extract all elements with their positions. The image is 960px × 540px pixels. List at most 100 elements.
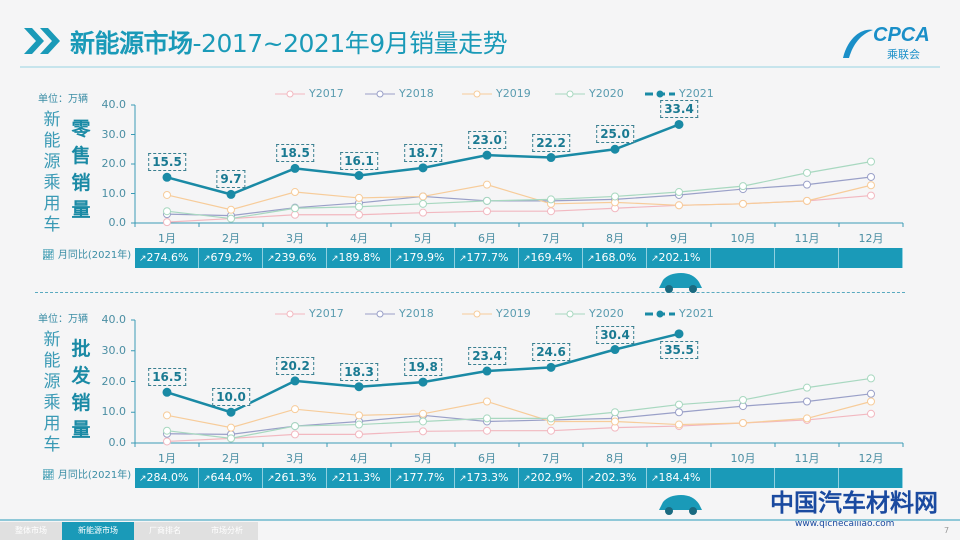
yoy-value: 189.8%	[338, 251, 381, 264]
trend-up-icon: ↗	[331, 254, 339, 264]
data-point-y2017	[547, 426, 555, 435]
x-tick-label: 4月	[350, 232, 368, 245]
legend-label: Y2018	[399, 87, 434, 100]
data-point-y2021	[546, 362, 556, 372]
car-icon	[655, 492, 705, 520]
data-point-y2018	[547, 196, 555, 205]
data-point-y2018	[867, 389, 875, 398]
data-point-y2018	[419, 192, 427, 201]
x-tick-label: 6月	[478, 232, 496, 245]
legend-y2019: Y2019	[462, 88, 531, 100]
data-point-y2018	[675, 190, 683, 199]
data-label: 23.0	[468, 131, 506, 150]
data-label: 20.2	[276, 356, 314, 375]
x-tick-label: 1月	[158, 452, 176, 465]
x-tick-label: 3月	[286, 232, 304, 245]
data-point-y2021	[418, 163, 428, 173]
trend-up-icon: ↗	[267, 254, 275, 264]
series-line-y2019	[166, 184, 872, 211]
legend-y2021: Y2021	[645, 88, 714, 100]
data-point-y2017	[867, 409, 875, 418]
tab-market-analysis[interactable]: 市场分析	[196, 522, 258, 540]
yoy-value: 284.0%	[146, 471, 189, 484]
tab-overall-market[interactable]: 整体市场	[0, 522, 62, 540]
data-point-y2019	[483, 180, 491, 189]
y-tick-label: 30.0	[101, 127, 127, 141]
y-tick-label: 0.0	[108, 216, 127, 229]
data-point-y2017	[483, 207, 491, 216]
legend-label: Y2019	[496, 307, 531, 320]
x-tick-label: 6月	[478, 452, 496, 465]
data-point-y2020	[739, 395, 747, 404]
yoy-cell: ↗274.6%	[135, 248, 199, 268]
data-label: 22.2	[532, 133, 570, 152]
yoy-cell: ↗168.0%	[583, 248, 647, 268]
data-point-y2020	[355, 202, 363, 211]
y-tick-label: 40.0	[101, 98, 127, 111]
data-point-y2020	[419, 199, 427, 208]
data-label: 24.6	[532, 343, 570, 362]
x-tick-label: 5月	[414, 232, 432, 245]
data-point-y2021	[354, 171, 364, 181]
data-label: 18.3	[340, 362, 378, 381]
data-point-y2018	[611, 414, 619, 423]
data-point-y2018	[291, 422, 299, 431]
data-point-y2020	[483, 414, 491, 423]
x-tick-label: 8月	[606, 232, 624, 245]
data-point-y2019	[803, 414, 811, 423]
data-point-y2021	[226, 189, 236, 199]
data-point-y2019	[675, 420, 683, 429]
chart-title: 批发销量	[71, 338, 91, 441]
cpca-logo: CPCA 乘联会	[835, 24, 940, 62]
data-point-y2018	[739, 402, 747, 411]
data-point-y2019	[163, 411, 171, 420]
data-point-y2019	[419, 192, 427, 201]
data-point-y2020	[739, 182, 747, 191]
data-point-y2020	[611, 192, 619, 201]
x-tick-label: 9月	[670, 232, 688, 245]
trend-up-icon: ↗	[523, 254, 531, 264]
x-tick-label: 1月	[158, 232, 176, 245]
yoy-cell: ↗189.8%	[327, 248, 391, 268]
data-point-y2021	[482, 366, 492, 376]
data-label: 16.5	[148, 368, 186, 387]
yoy-value: 169.4%	[530, 251, 573, 264]
series-line-y2020	[166, 377, 872, 439]
chevrons-icon	[22, 26, 64, 60]
x-tick-label: 12月	[858, 232, 884, 245]
yoy-cell: ↗184.4%	[647, 468, 711, 488]
data-point-y2017	[611, 423, 619, 432]
data-point-y2017	[227, 214, 235, 223]
data-point-y2019	[291, 405, 299, 414]
data-point-y2019	[355, 411, 363, 420]
data-label: 9.7	[216, 170, 246, 189]
data-point-y2020	[355, 420, 363, 429]
yoy-cell	[839, 248, 903, 268]
tab-nev-market[interactable]: 新能源市场	[62, 522, 134, 540]
x-tick-label: 5月	[414, 452, 432, 465]
y-tick-label: 10.0	[101, 405, 127, 419]
yoy-value: 239.6%	[274, 251, 317, 264]
data-label: 19.8	[404, 358, 442, 377]
legend-y2018: Y2018	[365, 308, 434, 320]
series-line-y2018	[166, 393, 872, 435]
legend-y2020: Y2020	[555, 88, 624, 100]
trend-up-icon: ↗	[267, 474, 275, 484]
yoy-label: 📈︎ 月同比(2021年)	[42, 470, 137, 482]
data-point-y2020	[227, 434, 235, 443]
x-tick-label: 7月	[542, 452, 560, 465]
data-point-y2021	[354, 382, 364, 392]
title-divider	[20, 66, 940, 68]
yoy-value: 177.7%	[402, 471, 445, 484]
data-point-y2017	[419, 427, 427, 436]
data-point-y2021	[226, 407, 236, 417]
legend-y2018: Y2018	[365, 88, 434, 100]
trend-up-icon: ↗	[587, 254, 595, 264]
yoy-cell	[711, 468, 775, 488]
trend-up-icon: ↗	[459, 254, 467, 264]
trend-up-icon: ↗	[203, 474, 211, 484]
y-tick-label: 20.0	[101, 157, 127, 170]
tab-manufacturer-ranking[interactable]: 厂商排名	[134, 522, 196, 540]
data-point-y2020	[867, 157, 875, 166]
data-point-y2018	[163, 429, 171, 438]
